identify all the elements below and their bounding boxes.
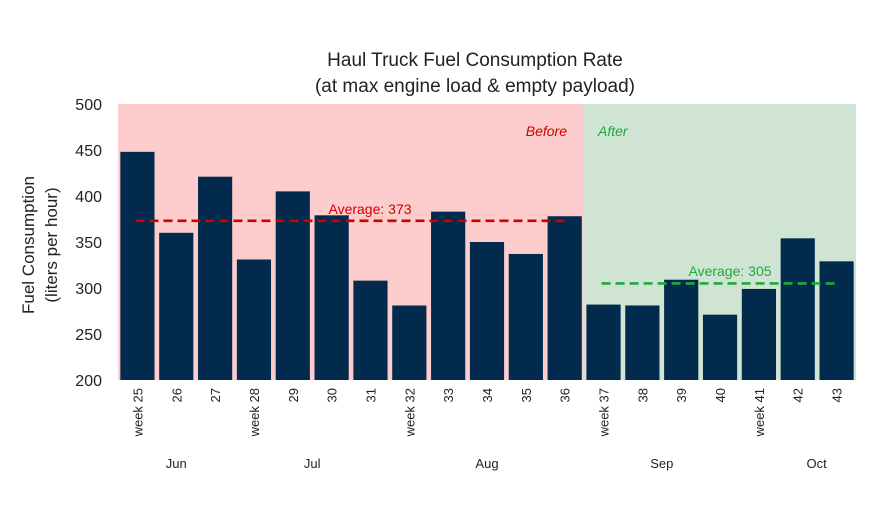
chart-title-line-2: (at max engine load & empty payload) [315, 76, 635, 97]
x-tick-label: 30 [325, 388, 340, 402]
y-tick-label: 450 [75, 143, 102, 160]
y-axis-label-line-2: (liters per hour) [42, 187, 61, 302]
bar-week-41 [741, 288, 776, 380]
x-tick-label: 39 [674, 388, 689, 402]
x-tick-label: 33 [441, 388, 456, 402]
x-tick-label: week 32 [402, 388, 417, 437]
y-tick-label: 200 [75, 373, 102, 390]
bars [120, 151, 854, 380]
month-label-jul: Jul [304, 456, 321, 471]
bar-38 [625, 305, 660, 380]
bar-30 [314, 215, 349, 380]
x-tick-label: 31 [363, 388, 378, 402]
x-tick-label: 34 [480, 388, 495, 402]
y-axis: 200 250 300 350 400 450 500 [75, 97, 102, 390]
bar-39 [664, 279, 699, 380]
y-tick-label: 500 [75, 97, 102, 114]
y-tick-label: 400 [75, 189, 102, 206]
bar-week-28 [236, 259, 272, 380]
bar-27 [198, 176, 233, 380]
x-tick-label: 29 [286, 388, 301, 402]
x-tick-label: 43 [830, 388, 845, 402]
bar-week-37 [586, 304, 621, 380]
period-background-before [118, 104, 585, 380]
x-tick-label: 27 [208, 388, 223, 402]
x-tick-label: 26 [169, 388, 184, 402]
x-tick-label: week 25 [130, 388, 145, 437]
after-label: After [597, 123, 629, 139]
x-tick-label: week 37 [597, 388, 612, 437]
bar-29 [275, 191, 310, 380]
x-tick-label: week 41 [752, 388, 767, 437]
bar-week-32 [392, 305, 427, 380]
y-tick-label: 250 [75, 327, 102, 344]
bar-26 [159, 232, 194, 380]
after-average-label: Average: 305 [688, 263, 771, 279]
y-tick-label: 350 [75, 235, 102, 252]
bar-42 [780, 238, 815, 380]
bar-31 [353, 280, 388, 380]
bar-40 [702, 314, 738, 380]
x-tick-label: week 28 [247, 388, 262, 437]
month-label-oct: Oct [806, 456, 827, 471]
x-axis: week 25 26 27 week 28 29 30 31 week 32 33 34 35 36 w… [130, 388, 844, 437]
month-label-sep: Sep [650, 456, 673, 471]
average-lines [135, 219, 839, 285]
month-labels: Jun Jul Aug Sep Oct [166, 456, 827, 471]
bar-36 [547, 216, 582, 380]
x-tick-label: 38 [635, 388, 650, 402]
before-label: Before [526, 123, 567, 139]
bar-33 [431, 211, 466, 380]
x-tick-label: 36 [558, 388, 573, 402]
bar-43 [819, 261, 854, 380]
y-tick-label: 300 [75, 281, 102, 298]
x-tick-label: 42 [791, 388, 806, 402]
month-label-jun: Jun [166, 456, 187, 471]
bar-34 [469, 242, 505, 380]
chart-title-line-1: Haul Truck Fuel Consumption Rate [327, 50, 623, 71]
before-average-label: Average: 373 [328, 201, 411, 217]
y-axis-label-line-1: Fuel Consumption [19, 176, 38, 314]
bar-week-25 [120, 151, 155, 380]
bar-35 [508, 253, 543, 380]
x-tick-label: 35 [519, 388, 534, 402]
month-label-aug: Aug [475, 456, 498, 471]
x-tick-label: 40 [713, 388, 728, 402]
